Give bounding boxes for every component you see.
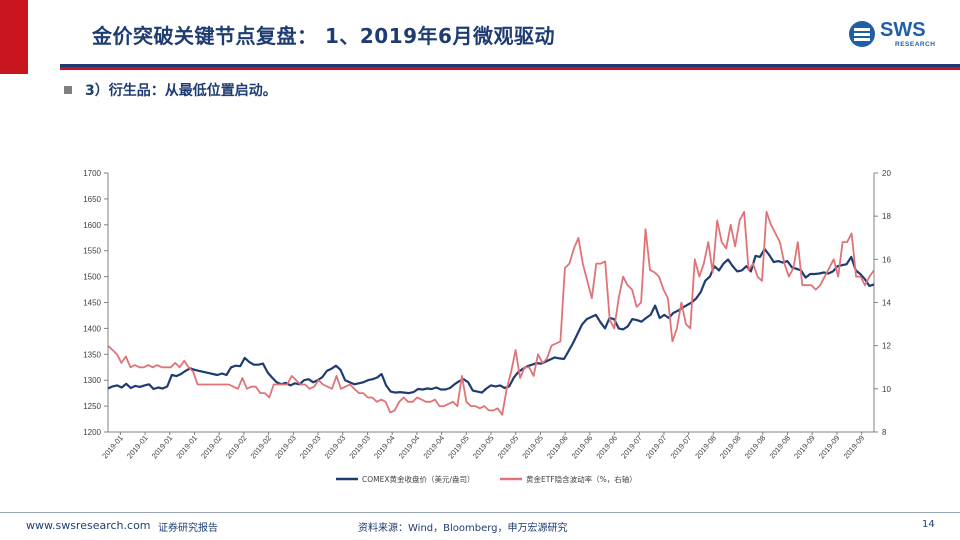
x-tick-label: 2019-01	[174, 434, 199, 461]
right-tick-label: 12	[882, 342, 891, 351]
left-tick-label: 1650	[83, 195, 101, 204]
left-tick-label: 1450	[83, 299, 101, 308]
series-line-etf-volatility	[107, 210, 875, 416]
x-tick-label: 2019-05	[520, 434, 545, 461]
right-tick-label: 8	[882, 428, 887, 437]
x-tick-label: 2019-03	[323, 434, 348, 461]
left-tick-label: 1700	[83, 169, 101, 178]
x-tick-label: 2019-02	[249, 434, 274, 461]
x-tick-label: 2019-02	[199, 434, 224, 461]
logo-subtext: RESEARCH	[895, 41, 936, 48]
x-tick-label: 2019-08	[693, 434, 718, 461]
header-red-accent	[0, 0, 28, 74]
left-tick-label: 1300	[83, 376, 101, 385]
bullet-square	[64, 86, 72, 94]
header-divider-blue	[60, 64, 960, 67]
footer-divider	[0, 512, 960, 513]
right-tick-label: 10	[882, 385, 891, 394]
series-line-comex-gold	[107, 248, 875, 395]
x-tick-label: 2019-04	[422, 434, 447, 461]
legend-label: 黄金ETF隐含波动率（%，右轴）	[526, 474, 637, 484]
x-tick-label: 2019-08	[743, 434, 768, 461]
x-tick-label: 2019-06	[545, 434, 570, 461]
left-tick-label: 1600	[83, 221, 101, 230]
legend-label: COMEX黄金收盘价（美元/盎司）	[362, 474, 475, 484]
x-tick-label: 2019-01	[100, 434, 125, 461]
footer-website: www.swsresearch.com	[26, 519, 151, 532]
x-tick-label: 2019-07	[644, 434, 669, 461]
x-tick-label: 2019-03	[298, 434, 323, 461]
x-tick-label: 2019-08	[767, 434, 792, 461]
x-tick-label: 2019-07	[669, 434, 694, 461]
left-tick-label: 1550	[83, 247, 101, 256]
left-tick-label: 1500	[83, 273, 101, 282]
x-tick-label: 2019-01	[150, 434, 175, 461]
x-tick-label: 2019-06	[570, 434, 595, 461]
x-tick-label: 2019-04	[372, 434, 397, 461]
x-tick-label: 2019-02	[224, 434, 249, 461]
x-tick-label: 2019-07	[619, 434, 644, 461]
left-tick-label: 1200	[83, 428, 101, 437]
footer-company: 证券研究报告	[158, 523, 218, 534]
x-tick-label: 2019-05	[496, 434, 521, 461]
x-tick-label: 2019-04	[397, 434, 422, 461]
x-tick-label: 2019-05	[471, 434, 496, 461]
x-tick-label: 2019-03	[273, 434, 298, 461]
left-tick-label: 1400	[83, 324, 101, 333]
header-divider-red	[60, 67, 960, 70]
x-tick-label: 2019-01	[125, 434, 150, 461]
x-tick-label: 2019-08	[718, 434, 743, 461]
page-number: 14	[922, 519, 935, 530]
section-subtitle: 3）衍生品：从最低位置启动。	[85, 83, 277, 99]
sws-logo-icon	[849, 21, 875, 47]
x-tick-label: 2019-03	[347, 434, 372, 461]
x-tick-label: 2019-09	[817, 434, 842, 461]
x-tick-label: 2019-09	[792, 434, 817, 461]
left-tick-label: 1350	[83, 350, 101, 359]
right-tick-label: 20	[882, 169, 891, 178]
x-tick-label: 2019-06	[594, 434, 619, 461]
page-title: 金价突破关键节点复盘： 1、2019年6月微观驱动	[92, 24, 555, 48]
right-tick-label: 16	[882, 255, 891, 264]
right-tick-label: 18	[882, 212, 891, 221]
footer-source: 资料来源：Wind，Bloomberg，申万宏源研究	[358, 523, 568, 534]
x-tick-label: 2019-05	[446, 434, 471, 461]
logo-text: SWS	[880, 19, 926, 41]
right-tick-label: 14	[882, 299, 891, 308]
x-tick-label: 2019-09	[842, 434, 867, 461]
slide-header: 金价突破关键节点复盘： 1、2019年6月微观驱动 SWS RESEARCH	[0, 0, 960, 74]
left-tick-label: 1250	[83, 402, 101, 411]
